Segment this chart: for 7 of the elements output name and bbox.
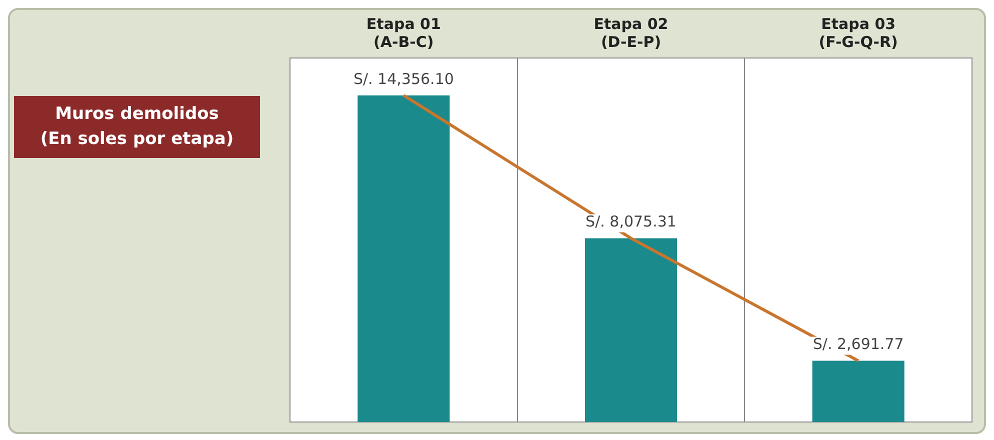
x-tick-label: Etapa 01 (A-B-C): [366, 14, 441, 51]
x-tick-label: Etapa 03 (F-G-Q-R): [818, 14, 898, 51]
x-tick-label: Etapa 02 (D-E-P): [594, 14, 668, 51]
data-label: S/. 2,691.77: [812, 335, 904, 354]
data-label: S/. 14,356.10: [353, 70, 454, 88]
data-label: S/. 8,075.31: [586, 212, 676, 231]
text: Muros demolidos (En soles por etapa): [14, 96, 260, 158]
